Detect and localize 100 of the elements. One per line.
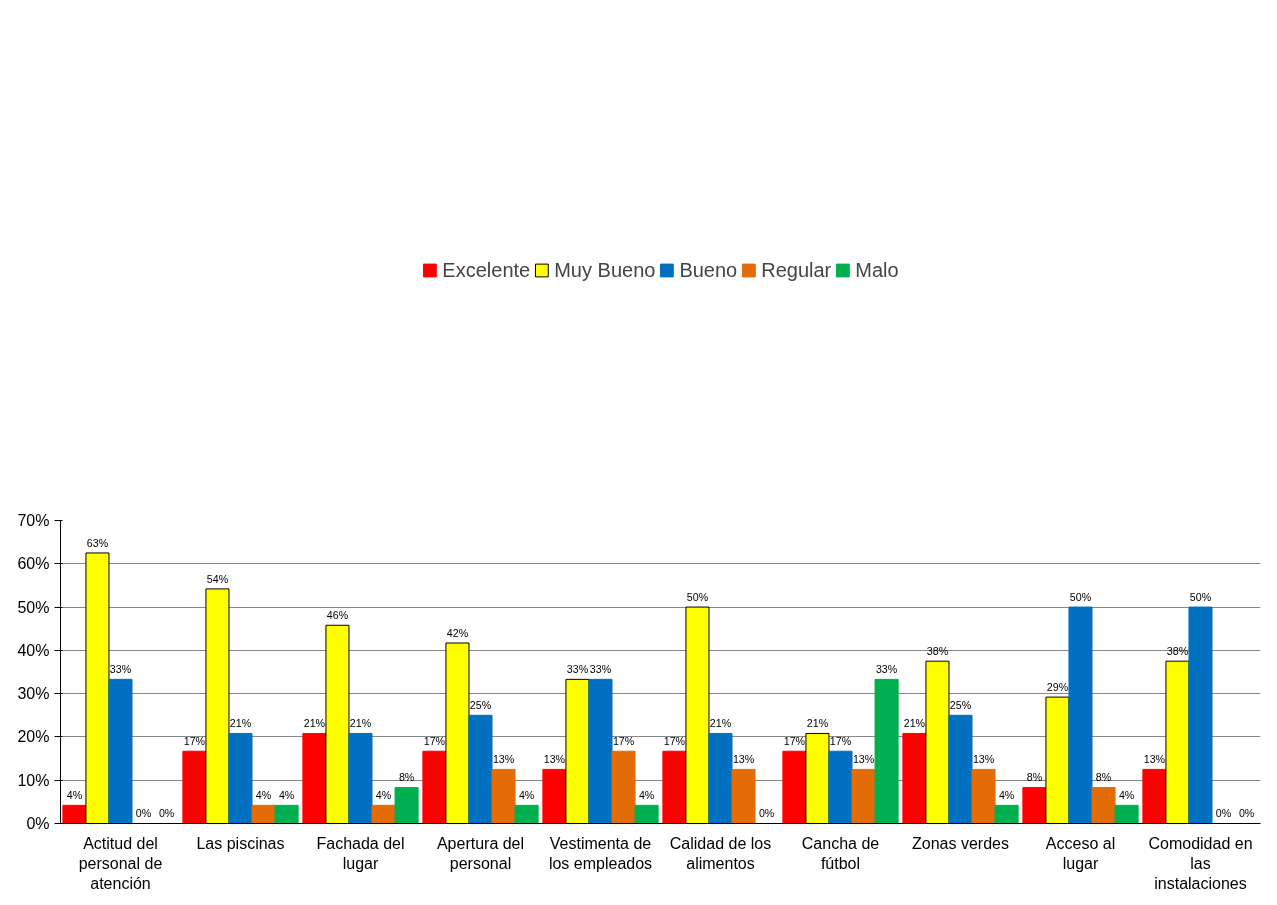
bar (1091, 787, 1116, 824)
data-label: 4% (998, 788, 1015, 801)
bar (108, 678, 133, 824)
bar (491, 768, 516, 824)
data-label: 38% (1166, 644, 1189, 657)
bar (731, 768, 756, 824)
bar (948, 714, 973, 824)
data-label: 38% (926, 644, 949, 657)
bar (182, 750, 207, 824)
data-label: 33% (566, 663, 589, 676)
bar (994, 804, 1019, 824)
x-tick-label: Actitud del personal de atención (78, 834, 163, 893)
data-label: 17% (829, 734, 852, 747)
data-label: 0% (1238, 807, 1255, 820)
bar (828, 750, 853, 824)
y-tick-label: 70% (17, 512, 50, 529)
data-label: 46% (326, 608, 349, 621)
bar (542, 768, 567, 824)
data-label: 25% (949, 698, 972, 711)
y-tick-label: 40% (17, 641, 50, 659)
bar (394, 787, 419, 824)
bar (662, 750, 687, 824)
legend-label: Regular (761, 258, 832, 282)
bar (468, 714, 493, 824)
x-tick-label: Calidad de los alimentos (669, 834, 772, 872)
data-label: 21% (903, 717, 926, 730)
data-label: 8% (398, 771, 415, 784)
data-label: 4% (278, 788, 295, 801)
data-label: 4% (255, 788, 272, 801)
x-tick-label: Comodidad en las instalaciones (1148, 834, 1253, 893)
data-label: 4% (638, 788, 655, 801)
data-label: 4% (518, 788, 535, 801)
data-label: 8% (1095, 771, 1112, 784)
data-label: 21% (806, 717, 829, 730)
bar (708, 732, 733, 824)
data-label: 17% (663, 734, 686, 747)
data-label: 54% (206, 572, 229, 585)
x-tick-label: Vestimenta de los empleados (548, 834, 653, 872)
data-label: 17% (423, 734, 446, 747)
bar (874, 678, 899, 824)
y-tick-label: 20% (17, 728, 50, 746)
data-label: 63% (86, 536, 109, 549)
bar (782, 750, 807, 824)
bar (1068, 606, 1093, 824)
x-tick-label: Apertura del personal (436, 834, 525, 872)
x-tick-label: Fachada del lugar (316, 834, 405, 872)
bar (371, 804, 396, 824)
y-tick-label: 0% (26, 815, 50, 832)
bar (1022, 787, 1047, 824)
data-label: 50% (1069, 590, 1092, 603)
legend-label: Excelente (442, 258, 531, 282)
bar (1142, 768, 1167, 824)
y-tick-label: 10% (17, 771, 50, 789)
data-label: 0% (158, 807, 175, 820)
bar (611, 750, 636, 824)
bar (902, 732, 927, 824)
data-label: 50% (1189, 590, 1212, 603)
data-label: 33% (109, 663, 132, 676)
bar (274, 804, 299, 824)
bar (228, 732, 253, 824)
data-label: 0% (758, 807, 775, 820)
y-tick-label: 50% (17, 598, 50, 616)
x-tick-label: Las piscinas (196, 834, 285, 852)
data-label: 42% (446, 626, 469, 639)
bar (422, 750, 447, 824)
data-label: 13% (732, 753, 755, 766)
data-label: 21% (229, 717, 252, 730)
data-label: 25% (469, 698, 492, 711)
data-label: 17% (183, 734, 206, 747)
bar (251, 804, 276, 824)
data-label: 21% (303, 717, 326, 730)
legend-label: Malo (855, 258, 899, 282)
bar (634, 804, 659, 824)
data-label: 29% (1046, 680, 1069, 693)
x-tick-label: Zonas verdes (912, 834, 1009, 852)
y-tick-label: 30% (17, 685, 50, 703)
bar (514, 804, 539, 824)
data-label: 13% (852, 753, 875, 766)
data-label: 4% (375, 788, 392, 801)
data-label: 4% (1118, 788, 1135, 801)
bar (1114, 804, 1139, 824)
bar (348, 732, 373, 824)
x-tick-label: Cancha de fútbol (801, 834, 880, 872)
bar (851, 768, 876, 824)
bar (1188, 606, 1213, 824)
legend-label: Bueno (679, 258, 738, 282)
data-label: 0% (135, 807, 152, 820)
data-label: 0% (1215, 807, 1232, 820)
bar (62, 804, 87, 824)
data-label: 50% (686, 590, 709, 603)
data-label: 33% (589, 663, 612, 676)
data-label: 21% (709, 717, 732, 730)
data-label: 13% (543, 753, 566, 766)
data-label: 13% (492, 753, 515, 766)
data-label: 17% (612, 734, 635, 747)
bar (971, 768, 996, 824)
bar (588, 678, 613, 824)
data-label: 33% (875, 663, 898, 676)
data-label: 13% (1143, 753, 1166, 766)
data-label: 17% (783, 734, 806, 747)
